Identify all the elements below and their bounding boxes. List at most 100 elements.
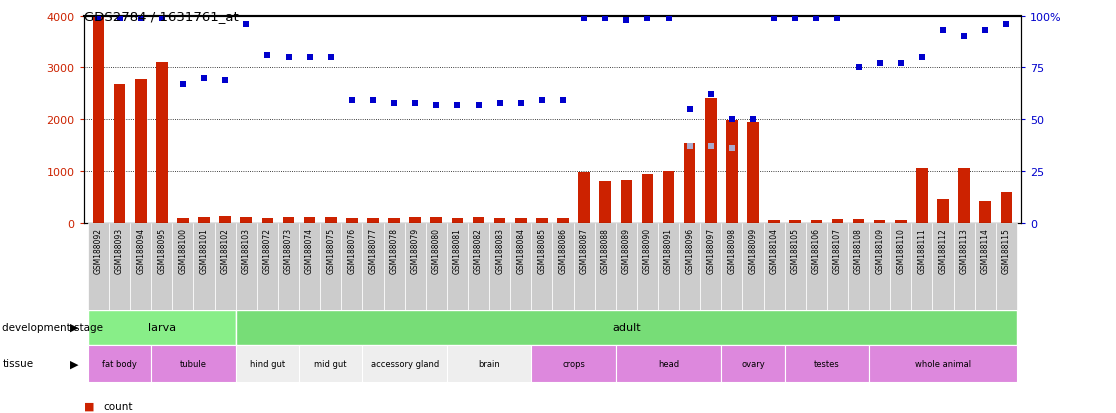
Text: GSM188082: GSM188082	[474, 227, 483, 273]
Bar	[959, 169, 970, 223]
Bar	[346, 218, 357, 223]
Bar	[768, 220, 780, 223]
Bar	[468, 223, 489, 310]
Text: GSM188077: GSM188077	[368, 227, 377, 273]
Bar	[831, 220, 844, 223]
Point	[343, 98, 360, 104]
Text: GSM188107: GSM188107	[833, 227, 841, 273]
Point	[217, 77, 234, 84]
Bar	[637, 223, 658, 310]
Text: development stage: development stage	[2, 322, 104, 332]
Bar	[214, 223, 235, 310]
Text: larva: larva	[147, 322, 176, 332]
Bar	[514, 218, 527, 223]
Bar	[220, 217, 231, 223]
Text: GSM188110: GSM188110	[896, 227, 905, 273]
Point	[723, 116, 741, 123]
Text: GSM188080: GSM188080	[432, 227, 441, 273]
Bar	[177, 219, 189, 223]
Bar	[974, 223, 995, 310]
Point	[723, 145, 741, 152]
Bar	[156, 63, 167, 223]
Text: hind gut: hind gut	[250, 359, 285, 368]
Point	[913, 55, 931, 61]
Text: ovary: ovary	[741, 359, 764, 368]
Bar	[700, 223, 721, 310]
Bar	[88, 310, 235, 345]
Bar	[721, 345, 785, 382]
Bar	[599, 182, 610, 223]
Point	[681, 106, 699, 113]
Text: GSM188075: GSM188075	[326, 227, 335, 273]
Bar	[763, 223, 785, 310]
Point	[892, 61, 910, 67]
Text: GSM188091: GSM188091	[664, 227, 673, 273]
Bar	[278, 223, 299, 310]
Bar	[384, 223, 405, 310]
Point	[195, 75, 213, 82]
Bar	[199, 218, 210, 223]
Bar	[405, 223, 425, 310]
Text: GSM188086: GSM188086	[558, 227, 567, 273]
Point	[998, 21, 1016, 28]
Bar	[680, 223, 700, 310]
Text: GSM188104: GSM188104	[770, 227, 779, 273]
Bar	[789, 220, 801, 223]
Bar	[235, 223, 257, 310]
Text: GSM188097: GSM188097	[706, 227, 715, 273]
Bar	[933, 223, 953, 310]
Bar	[721, 223, 742, 310]
Point	[976, 28, 994, 34]
Text: GSM188109: GSM188109	[875, 227, 884, 273]
Text: testes: testes	[814, 359, 839, 368]
Bar	[980, 202, 991, 223]
Text: mid gut: mid gut	[315, 359, 347, 368]
Point	[554, 98, 571, 104]
Text: GSM188100: GSM188100	[179, 227, 187, 273]
Bar	[341, 223, 363, 310]
Text: whole animal: whole animal	[915, 359, 971, 368]
Bar	[536, 218, 548, 223]
Bar	[578, 173, 590, 223]
Point	[89, 15, 107, 22]
Point	[596, 15, 614, 22]
Bar	[489, 223, 510, 310]
Text: GSM188090: GSM188090	[643, 227, 652, 273]
Bar	[257, 223, 278, 310]
Text: crops: crops	[562, 359, 585, 368]
Bar	[425, 223, 446, 310]
Text: tissue: tissue	[2, 358, 33, 368]
Bar	[810, 220, 822, 223]
Bar	[473, 218, 484, 223]
Point	[470, 102, 488, 109]
Bar	[282, 217, 295, 223]
Bar	[785, 223, 806, 310]
Bar	[620, 181, 632, 223]
Bar	[705, 99, 716, 223]
Text: GSM188103: GSM188103	[242, 227, 251, 273]
Bar	[557, 218, 569, 223]
Bar	[299, 345, 363, 382]
Text: accessory gland: accessory gland	[371, 359, 439, 368]
Text: GSM188079: GSM188079	[411, 227, 420, 273]
Point	[406, 100, 424, 107]
Bar	[663, 171, 674, 223]
Bar	[916, 169, 927, 223]
Bar	[152, 223, 172, 310]
Bar	[895, 220, 906, 223]
Point	[449, 102, 466, 109]
Text: GSM188105: GSM188105	[791, 227, 800, 273]
Bar	[410, 218, 421, 223]
Bar	[953, 223, 974, 310]
Point	[934, 28, 952, 34]
Text: GSM188093: GSM188093	[115, 227, 124, 273]
Text: ■: ■	[84, 401, 94, 411]
Bar	[806, 223, 827, 310]
Point	[828, 15, 846, 22]
Point	[807, 15, 825, 22]
Bar	[827, 223, 848, 310]
Bar	[152, 345, 235, 382]
Point	[533, 98, 551, 104]
Point	[132, 15, 150, 22]
Text: GSM188094: GSM188094	[136, 227, 145, 273]
